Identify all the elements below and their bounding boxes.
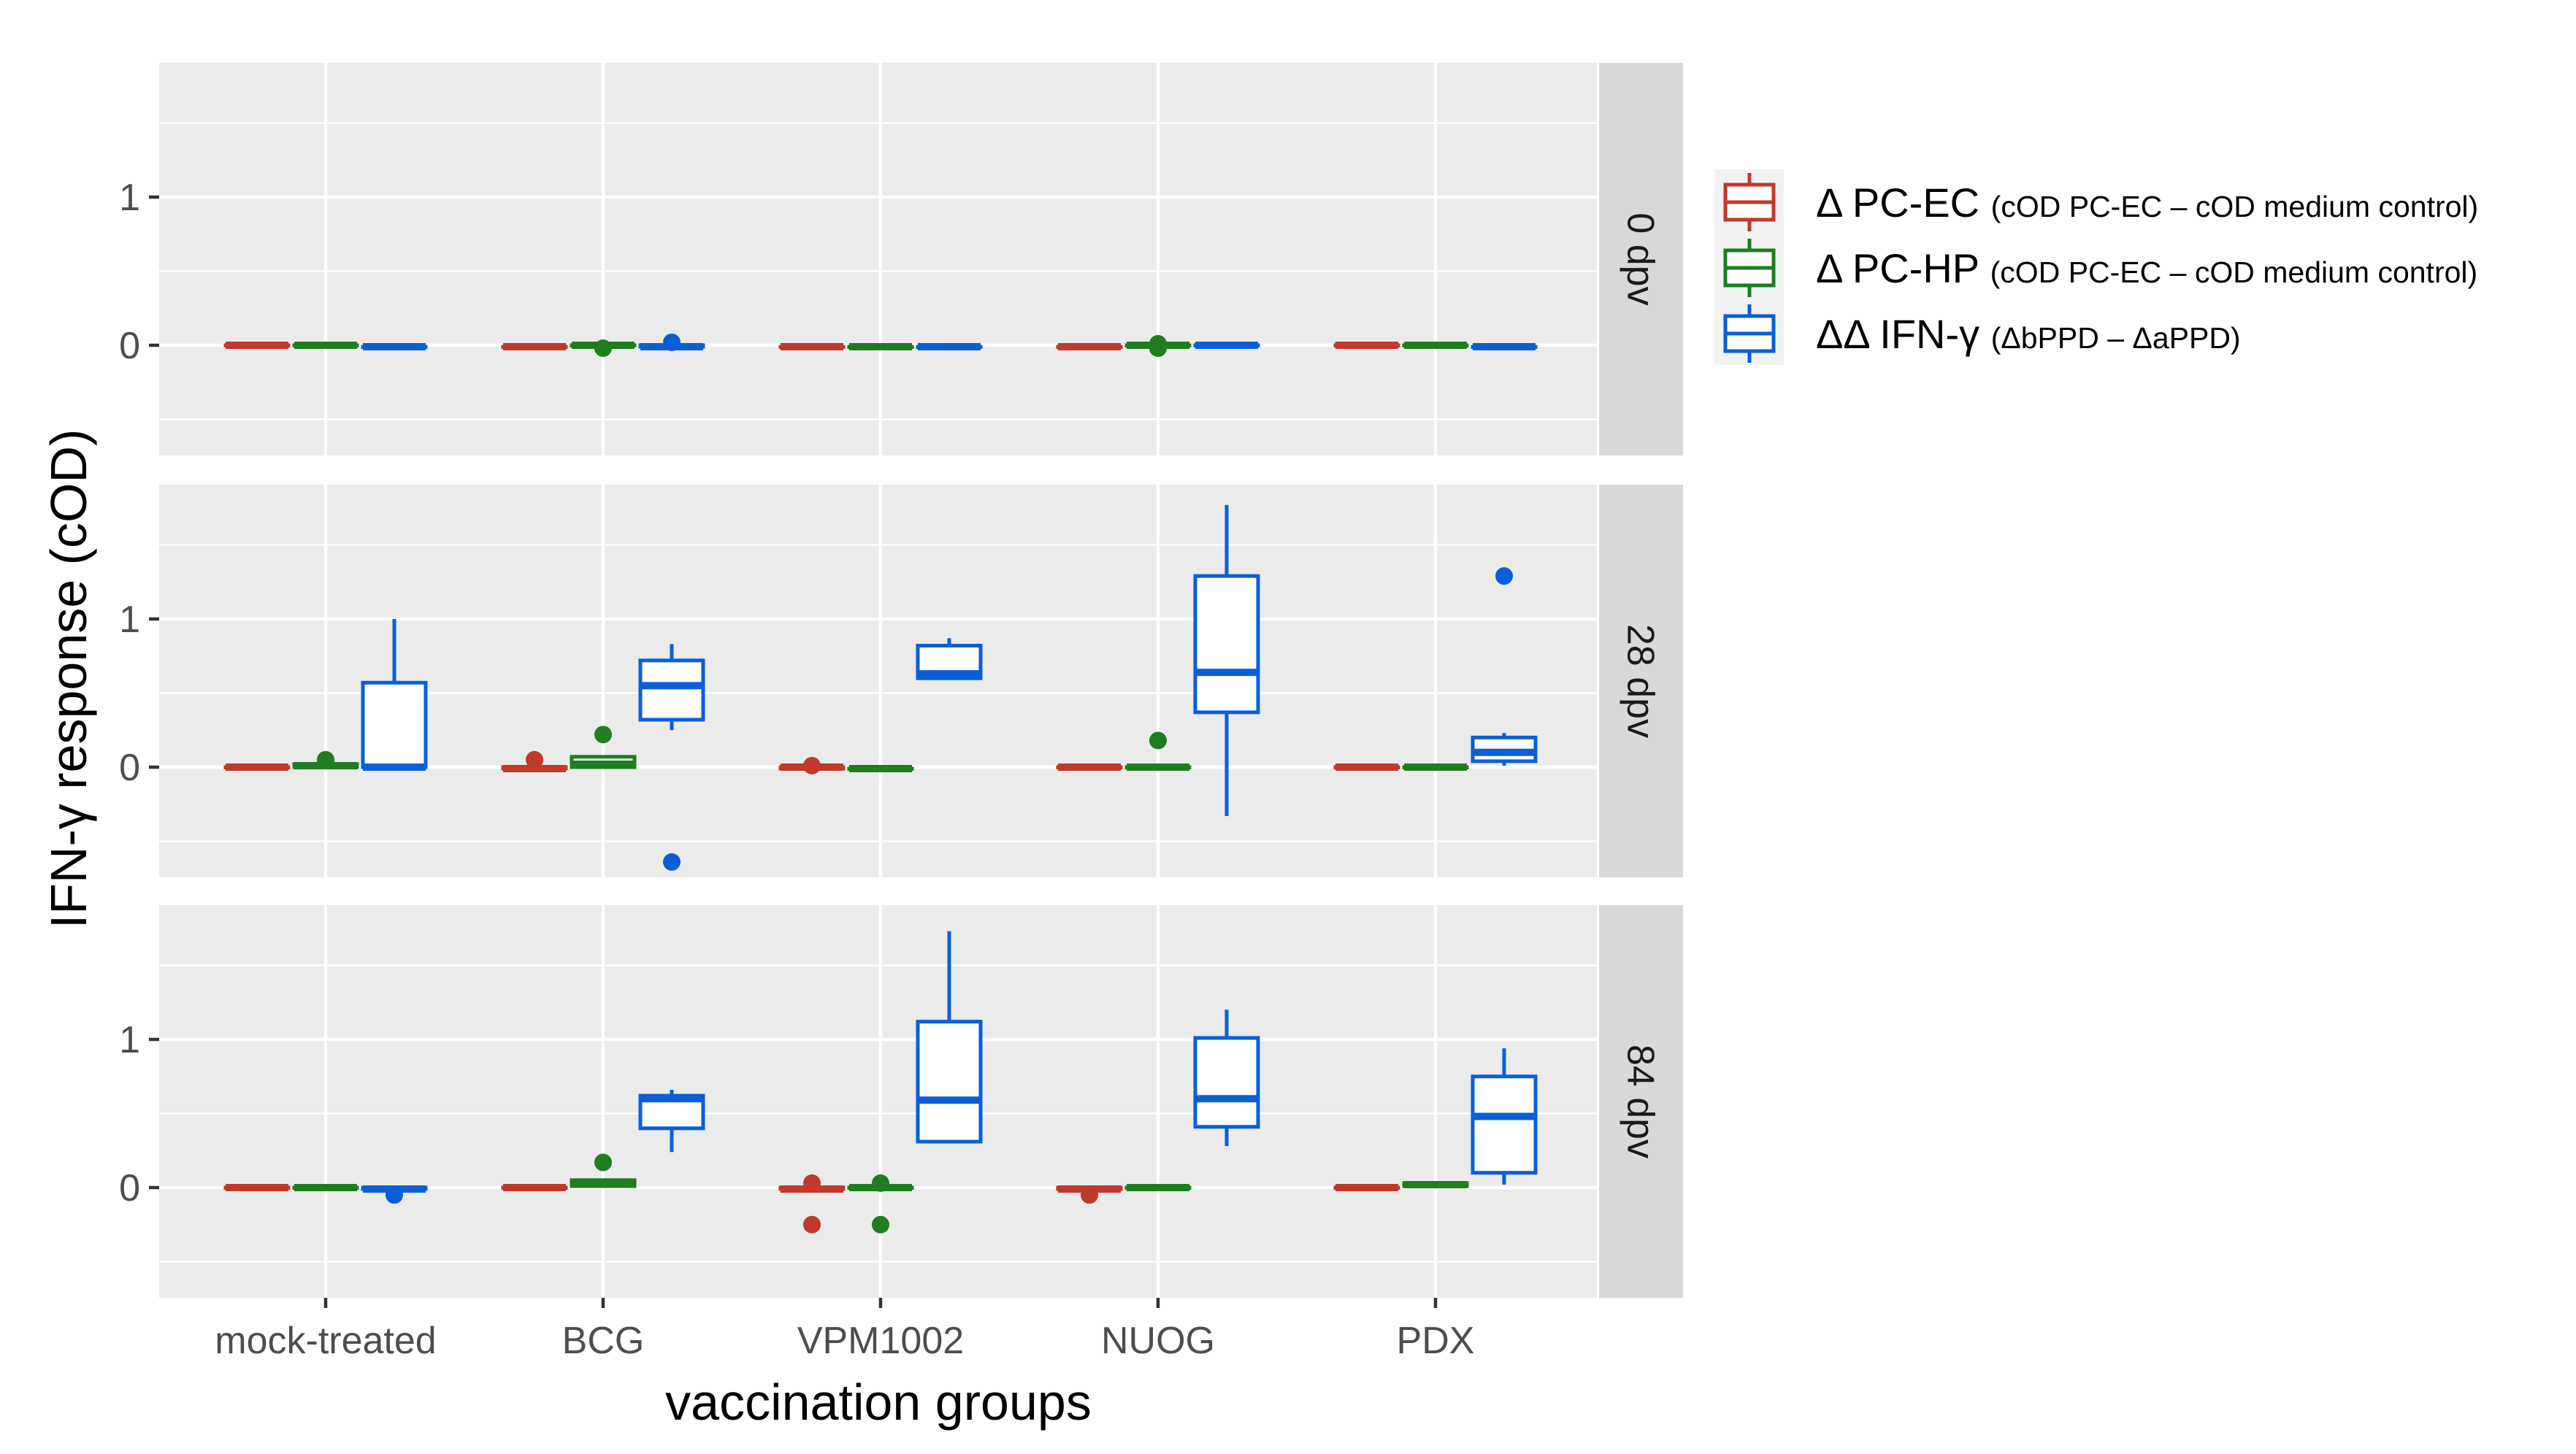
y-tick-label: 1: [119, 1019, 140, 1061]
facet-panel: 0 1 0 dpv: [119, 63, 1683, 455]
boxplot-dpc_hp: [1124, 731, 1192, 771]
facet-panel: 0 1 84 dpv: [119, 905, 1683, 1298]
y-tick-label: 1: [119, 177, 140, 219]
facet-strip: [1599, 63, 1683, 455]
boxplot-dpc_hp: [570, 726, 637, 769]
legend-label: ΔΔ IFN-γ (ΔbPPD – ΔaPPD): [1816, 311, 2241, 357]
boxplot-dpc_hp: [570, 339, 637, 358]
outlier-point: [803, 1215, 821, 1234]
box-iqr: [1193, 574, 1260, 715]
box-iqr: [638, 658, 705, 722]
boxplot-dpc_hp: [292, 750, 359, 769]
outlier-point: [663, 853, 681, 871]
legend-key-dpc_hp: [1723, 239, 1776, 297]
y-axis-title: IFN-γ response (cOD): [40, 429, 97, 929]
legend-key-ddifn: [1723, 304, 1776, 363]
x-tick-label: NUOG: [1101, 1320, 1215, 1362]
boxplot-ddifn: [1193, 342, 1260, 349]
boxplot-dpc_ec: [1056, 1185, 1123, 1204]
facet-strip-label: 28 dpv: [1619, 624, 1662, 738]
box-iqr: [1471, 1074, 1538, 1175]
boxplot-dpc_hp: [1402, 763, 1469, 771]
legend-label-main: ΔΔ IFN-γ: [1816, 311, 1991, 357]
outlier-point: [1495, 567, 1513, 585]
boxplot-ddifn: [638, 644, 705, 871]
boxplot-dpc_ec: [1333, 342, 1400, 349]
boxplot-ddifn: [1193, 1009, 1260, 1147]
box-iqr: [1193, 1036, 1260, 1129]
boxplot-dpc_ec: [501, 750, 568, 773]
y-tick-label: 0: [119, 325, 140, 367]
boxplot-dpc_hp: [1402, 342, 1469, 349]
boxplot-dpc_ec: [223, 763, 291, 771]
facet-strip: [1599, 905, 1683, 1298]
x-axis: mock-treated BCG VPM1002 NUOG PDX: [215, 1298, 1474, 1362]
boxplot-ddifn: [916, 931, 983, 1144]
x-tick-label: mock-treated: [215, 1320, 436, 1362]
boxplot-ddifn: [638, 333, 705, 351]
legend-label: Δ PC-EC (cOD PC-EC – cOD medium control): [1816, 180, 2478, 226]
legend-key-dpc_ec: [1723, 173, 1776, 231]
boxplot-dpc_hp: [292, 342, 359, 349]
panel-background: [159, 63, 1597, 455]
boxplot-dpc_ec: [778, 756, 846, 774]
facet-panels: 0 1 0 dpv 0 1 28 dpv 0 1 84 dpv: [119, 63, 1683, 1298]
boxplot-ddifn: [1193, 504, 1260, 816]
facet-strip-label: 0 dpv: [1619, 212, 1662, 305]
boxplot-ddifn: [638, 1090, 705, 1153]
facet-strip: [1599, 485, 1683, 877]
boxplot-dpc_ec: [223, 342, 291, 349]
boxplot-dpc_hp: [1402, 1180, 1469, 1188]
outlier-point: [594, 1153, 612, 1172]
boxplot-dpc_hp: [1124, 334, 1192, 358]
outlier-point: [594, 339, 612, 358]
x-tick-label: PDX: [1397, 1320, 1475, 1362]
boxplot-dpc_hp: [570, 1153, 637, 1188]
outlier-point: [872, 1174, 889, 1192]
outlier-point: [317, 750, 334, 769]
y-tick-label: 1: [119, 599, 140, 641]
x-tick-label: BCG: [562, 1320, 645, 1362]
legend-label-sub: (cOD PC-EC – cOD medium control): [1990, 255, 2478, 289]
x-tick-label: VPM1002: [797, 1320, 964, 1362]
y-tick-label: 0: [119, 1167, 140, 1209]
legend-label: Δ PC-HP (cOD PC-EC – cOD medium control): [1816, 245, 2477, 291]
outlier-point: [386, 1186, 403, 1204]
legend-label-sub: (cOD PC-EC – cOD medium control): [1991, 190, 2479, 223]
boxplot-dpc_ec: [1333, 763, 1400, 771]
boxplot-ddifn: [361, 1185, 428, 1204]
boxplot-dpc_ec: [778, 1174, 846, 1234]
boxplot-ddifn: [1471, 1048, 1538, 1185]
x-axis-title: vaccination groups: [665, 1374, 1092, 1431]
outlier-point: [594, 726, 612, 744]
boxplot-ddifn: [916, 638, 983, 680]
facet-panel: 0 1 28 dpv: [119, 485, 1683, 877]
box-iqr: [916, 1020, 983, 1144]
outlier-point: [1081, 1186, 1098, 1204]
legend-label-main: Δ PC-HP: [1816, 245, 1990, 291]
legend-label-sub: (ΔbPPD – ΔaPPD): [1991, 321, 2241, 355]
y-tick-label: 0: [119, 747, 140, 789]
outlier-point: [803, 1174, 821, 1192]
boxplot-dpc_ec: [1056, 763, 1123, 771]
panel-background: [159, 905, 1597, 1298]
outlier-point: [663, 333, 681, 351]
outlier-point: [526, 750, 543, 769]
legend: Δ PC-EC (cOD PC-EC – cOD medium control)…: [1714, 169, 2478, 365]
outlier-point: [872, 1215, 889, 1234]
facet-strip-label: 84 dpv: [1619, 1045, 1662, 1158]
boxplot-ddifn: [1471, 567, 1538, 766]
box-iqr: [361, 680, 428, 769]
outlier-point: [1149, 339, 1167, 358]
outlier-point: [803, 756, 821, 774]
outlier-point: [1149, 731, 1167, 750]
boxplot-dpc_hp: [847, 1174, 914, 1234]
legend-label-main: Δ PC-EC: [1816, 180, 1991, 226]
boxplot-ddifn: [361, 619, 428, 771]
